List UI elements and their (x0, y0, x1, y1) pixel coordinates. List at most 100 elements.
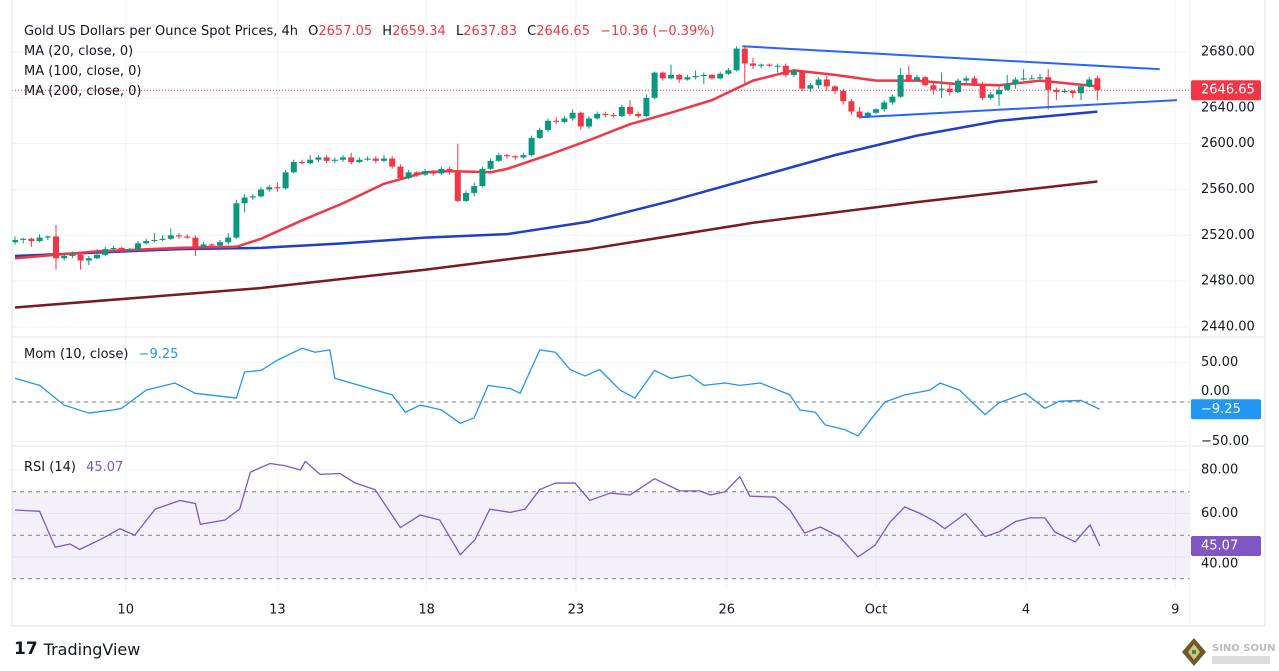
last-price-badge-bg[interactable] (1191, 80, 1261, 101)
candle-body (381, 158, 387, 161)
momentum-value-badge-bg[interactable] (1191, 399, 1261, 420)
candle-body (889, 96, 896, 103)
candle-body (28, 238, 35, 242)
trendline[interactable] (742, 45, 1160, 71)
low-label: L (455, 24, 464, 39)
momentum-axis-label[interactable]: −50.00 (1201, 434, 1249, 449)
axes[interactable]: 2680.002640.002600.002560.002520.002480.… (117, 45, 1261, 618)
candle-body (864, 112, 871, 118)
rsi-axis-label[interactable]: 80.00 (1201, 463, 1238, 478)
time-axis-label[interactable]: Oct (865, 603, 887, 618)
candle-body (782, 65, 789, 75)
svg-text:SINO SOUND: SINO SOUND (1212, 643, 1275, 654)
candle-body (684, 77, 691, 80)
momentum-label: Mom (10, close) (24, 347, 129, 362)
candle-body (643, 97, 650, 117)
candle-body (438, 168, 445, 174)
candle-body (815, 79, 822, 86)
candle-body (799, 71, 806, 89)
symbol-info[interactable]: Gold US Dollars per Ounce Spot Prices, 4… (24, 22, 715, 42)
price-axis-label[interactable]: 2440.00 (1201, 319, 1255, 334)
candle-body (766, 64, 773, 66)
candle-body (176, 235, 182, 237)
time-axis-label[interactable]: 10 (117, 603, 134, 618)
candle-body (569, 112, 576, 119)
candle-body (397, 166, 404, 179)
legend-ma20[interactable]: MA (20, close, 0) (24, 44, 134, 59)
momentum-axis-label[interactable]: 0.00 (1201, 384, 1230, 399)
legend-ma200[interactable]: MA (200, close, 0) (24, 84, 142, 99)
rsi-value: 45.07 (86, 460, 124, 475)
candle-body (479, 168, 486, 187)
rsi-axis-label[interactable]: 40.00 (1201, 556, 1238, 571)
rsi-value-badge[interactable]: 45.07 (1201, 538, 1238, 553)
moving-averages (14, 69, 1098, 309)
candle-body (602, 113, 609, 116)
time-axis-label[interactable]: 13 (269, 603, 286, 618)
candle-body (561, 118, 568, 122)
trendlines[interactable] (742, 45, 1177, 119)
candle-body (922, 77, 929, 86)
candle-body (61, 255, 68, 259)
price-axis-label[interactable]: 2480.00 (1201, 274, 1255, 289)
time-axis-label[interactable]: 23 (568, 603, 585, 618)
candle-body (340, 157, 346, 160)
price-axis-label[interactable]: 2680.00 (1201, 45, 1255, 60)
candle-body (979, 84, 986, 98)
candle-body (118, 247, 125, 251)
candle-body (881, 102, 888, 110)
candle-body (594, 113, 601, 119)
candle-body (504, 155, 510, 157)
momentum-value-badge[interactable]: −9.25 (1201, 402, 1241, 417)
rsi-value-badge-bg[interactable] (1191, 535, 1261, 556)
candle-body (290, 161, 297, 173)
candle-body (873, 109, 879, 113)
candle-body (446, 168, 453, 173)
trendline[interactable] (859, 99, 1177, 119)
time-axis-label[interactable]: 9 (1171, 603, 1179, 618)
momentum-axis-label[interactable]: 50.00 (1201, 355, 1238, 370)
candle-body (668, 74, 674, 79)
candle-body (963, 78, 970, 81)
rsi-axis-label[interactable]: 60.00 (1201, 506, 1238, 521)
candle-body (372, 158, 379, 161)
momentum-legend[interactable]: Mom (10, close) −9.25 (24, 345, 178, 365)
symbol-title: Gold US Dollars per Ounce Spot Prices, 4… (24, 24, 298, 39)
price-axis-label[interactable]: 2600.00 (1201, 136, 1255, 151)
indicator-lines (14, 347, 1101, 558)
candle-body (905, 74, 912, 81)
price-axis-label[interactable]: 2560.00 (1201, 182, 1255, 197)
candle-body (364, 158, 371, 160)
candle-body (1004, 84, 1011, 90)
candle-body (463, 192, 469, 201)
price-axis-label[interactable]: 2520.00 (1201, 228, 1255, 243)
time-axis-label[interactable]: 26 (718, 603, 735, 618)
candle-body (143, 241, 150, 244)
candle-body (94, 254, 100, 259)
candle-body (848, 101, 855, 112)
candles (12, 46, 1190, 270)
candle-body (1037, 77, 1043, 79)
candle-body (610, 115, 617, 117)
price-axis-label[interactable]: 2640.00 (1201, 101, 1255, 116)
time-axis-label[interactable]: 18 (418, 603, 435, 618)
candle-body (1061, 90, 1068, 93)
tradingview-logo[interactable]: 17 TradingView (14, 639, 140, 659)
legend-ma100[interactable]: MA (100, close, 0) (24, 64, 142, 79)
candle-body (299, 161, 305, 164)
candle-body (249, 196, 256, 198)
candle-body (774, 65, 781, 67)
candle-body (487, 160, 494, 169)
last-price-badge[interactable]: 2646.65 (1201, 83, 1255, 98)
candle-body (274, 187, 281, 189)
candle-body (233, 203, 240, 238)
candle-body (914, 77, 920, 81)
rsi-legend[interactable]: RSI (14) 45.07 (24, 458, 123, 478)
candle-body (135, 243, 141, 250)
open-label: O (308, 24, 319, 39)
candle-body (758, 64, 765, 66)
candle-body (823, 79, 830, 87)
candle-body (635, 113, 642, 117)
time-axis-label[interactable]: 4 (1022, 603, 1030, 618)
